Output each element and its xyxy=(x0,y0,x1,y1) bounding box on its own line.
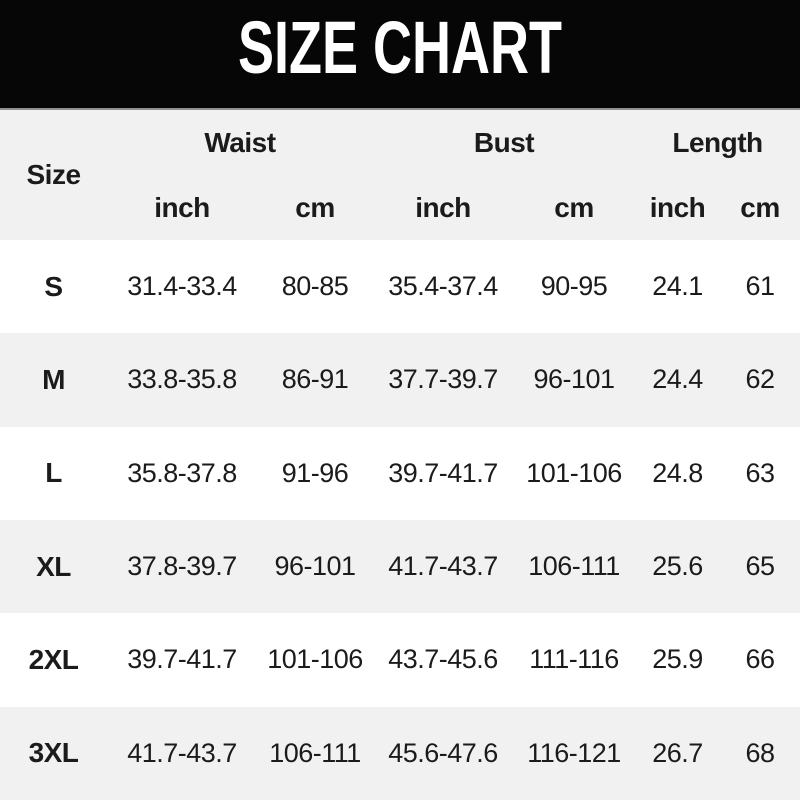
cell-bust-inch: 43.7-45.6 xyxy=(388,644,498,675)
table-row-3xl: 3XL 41.7-43.7 106-111 45.6-47.6 116-121 … xyxy=(0,706,800,800)
col-group-bust: Bust xyxy=(473,127,535,158)
size-table: Size Waist Bust Length inch cm inch cm i… xyxy=(0,110,800,800)
table-row-2xl: 2XL 39.7-41.7 101-106 43.7-45.6 111-116 … xyxy=(0,613,800,707)
cell-bust-cm: 116-121 xyxy=(527,737,621,768)
cell-length-cm: 61 xyxy=(745,271,775,302)
cell-length-cm: 66 xyxy=(745,644,775,675)
cell-length-inch: 24.1 xyxy=(652,271,703,302)
cell-length-inch: 25.6 xyxy=(652,551,703,582)
cell-bust-inch: 39.7-41.7 xyxy=(388,457,498,488)
unit-header-length-cm: cm xyxy=(740,192,780,223)
cell-length-inch: 26.7 xyxy=(652,737,703,768)
cell-size: 3XL xyxy=(28,737,79,769)
cell-waist-cm: 96-101 xyxy=(274,551,356,582)
cell-size: L xyxy=(45,457,62,489)
unit-header-waist-cm: cm xyxy=(295,192,335,223)
cell-length-cm: 65 xyxy=(745,551,775,582)
unit-header-bust-cm: cm xyxy=(554,192,594,223)
cell-waist-cm: 101-106 xyxy=(267,644,363,675)
cell-bust-cm: 96-101 xyxy=(533,364,615,395)
col-group-length: Length xyxy=(672,127,763,158)
col-header-size: Size xyxy=(26,159,81,190)
table-row-l: L 35.8-37.8 91-96 39.7-41.7 101-106 24.8… xyxy=(0,426,800,520)
cell-waist-cm: 106-111 xyxy=(269,737,361,768)
cell-bust-cm: 101-106 xyxy=(526,457,622,488)
cell-length-inch: 24.4 xyxy=(652,364,703,395)
cell-bust-cm: 106-111 xyxy=(528,551,620,582)
cell-length-cm: 63 xyxy=(745,457,775,488)
col-group-waist: Waist xyxy=(204,127,276,158)
cell-length-cm: 68 xyxy=(745,737,775,768)
table-row-s: S 31.4-33.4 80-85 35.4-37.4 90-95 24.1 6… xyxy=(0,240,800,334)
cell-waist-inch: 33.8-35.8 xyxy=(127,364,237,395)
unit-header-length-inch: inch xyxy=(649,192,706,223)
table-row-m: M 33.8-35.8 86-91 37.7-39.7 96-101 24.4 … xyxy=(0,333,800,427)
cell-size: M xyxy=(42,363,65,395)
cell-length-inch: 24.8 xyxy=(652,457,703,488)
cell-length-cm: 62 xyxy=(745,364,775,395)
table-row-xl: XL 37.8-39.7 96-101 41.7-43.7 106-111 25… xyxy=(0,520,800,614)
cell-waist-cm: 80-85 xyxy=(281,271,349,302)
cell-waist-cm: 91-96 xyxy=(281,457,349,488)
cell-bust-inch: 45.6-47.6 xyxy=(388,737,498,768)
cell-bust-inch: 37.7-39.7 xyxy=(388,364,498,395)
cell-waist-inch: 41.7-43.7 xyxy=(127,737,237,768)
unit-header-waist-inch: inch xyxy=(154,192,210,223)
cell-bust-inch: 41.7-43.7 xyxy=(388,551,498,582)
cell-size: S xyxy=(44,270,63,302)
cell-size: 2XL xyxy=(28,643,79,675)
size-chart-banner: SIZE CHART xyxy=(0,0,800,110)
table-header: Size Waist Bust Length inch cm inch cm i… xyxy=(0,110,800,240)
page-title: SIZE CHART xyxy=(237,6,563,89)
cell-waist-inch: 31.4-33.4 xyxy=(127,271,237,302)
cell-size: XL xyxy=(36,550,71,582)
unit-header-bust-inch: inch xyxy=(415,192,471,223)
cell-waist-inch: 37.8-39.7 xyxy=(127,551,237,582)
cell-length-inch: 25.9 xyxy=(652,644,703,675)
cell-bust-cm: 90-95 xyxy=(540,271,608,302)
cell-waist-cm: 86-91 xyxy=(281,364,349,395)
cell-waist-inch: 39.7-41.7 xyxy=(127,644,237,675)
cell-waist-inch: 35.8-37.8 xyxy=(127,457,237,488)
cell-bust-cm: 111-116 xyxy=(529,644,619,675)
table-body: S 31.4-33.4 80-85 35.4-37.4 90-95 24.1 6… xyxy=(0,240,800,800)
cell-bust-inch: 35.4-37.4 xyxy=(388,271,498,302)
